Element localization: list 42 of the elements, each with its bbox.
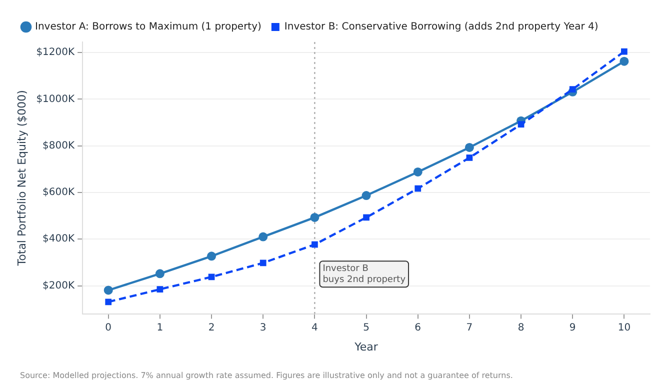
point bbox=[464, 142, 474, 152]
x-tick-label: 9 bbox=[569, 322, 576, 334]
legend-label: Investor B: Conservative Borrowing (adds 2nd property Year 4) bbox=[284, 22, 598, 33]
x-tick-label: 1 bbox=[156, 322, 164, 334]
annotation: Investor B buys 2nd property bbox=[322, 264, 406, 285]
x-tick-label: 8 bbox=[518, 322, 524, 334]
point bbox=[104, 286, 113, 295]
source-note: Source: Modelled projections. 7% annual growth rate assumed. Figures are illustrative only and not a guarantee of returns. bbox=[20, 371, 513, 380]
y-tick-label: $400K bbox=[42, 234, 76, 245]
x-tick-label: 3 bbox=[260, 322, 266, 334]
point bbox=[620, 56, 629, 66]
point bbox=[362, 191, 371, 200]
point bbox=[207, 252, 216, 261]
legend-label: Investor A: Borrows to Maximum (1 property) bbox=[35, 22, 262, 33]
y-tick-label: $600K bbox=[42, 187, 76, 198]
x-tick-label: 2 bbox=[208, 322, 215, 334]
point bbox=[260, 260, 266, 266]
x-tick-label: 10 bbox=[618, 322, 631, 334]
x-tick-label: 6 bbox=[414, 322, 422, 334]
x-axis-title: Year bbox=[354, 340, 378, 354]
y-tick-label: $1200K bbox=[36, 47, 76, 58]
point bbox=[466, 154, 473, 161]
x-tick-label: 7 bbox=[466, 322, 473, 334]
y-axis-title: Total Portfolio Net Equity ($000) bbox=[15, 90, 28, 267]
x-tick-label: 5 bbox=[363, 322, 370, 334]
point bbox=[413, 167, 422, 176]
x-tick-label: 0 bbox=[105, 322, 112, 334]
point bbox=[156, 286, 164, 292]
y-tick-label: $800K bbox=[42, 140, 76, 152]
point bbox=[414, 185, 422, 192]
point bbox=[310, 212, 320, 222]
point bbox=[312, 241, 318, 248]
point bbox=[105, 298, 112, 306]
point bbox=[363, 214, 370, 221]
x-tick-label: 4 bbox=[312, 322, 318, 334]
y-tick-label: $200K bbox=[42, 280, 76, 292]
point bbox=[569, 86, 576, 93]
point bbox=[155, 269, 164, 278]
y-tick-label: $1000K bbox=[36, 94, 76, 105]
point bbox=[621, 48, 628, 55]
point bbox=[518, 121, 524, 128]
point bbox=[258, 232, 268, 242]
